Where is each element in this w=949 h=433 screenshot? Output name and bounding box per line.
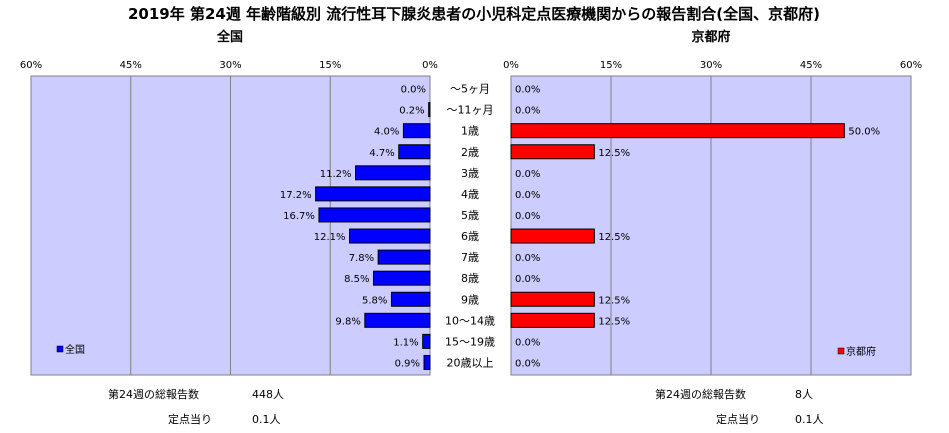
right-legend-label: 京都府	[846, 345, 876, 358]
age-category-label: 8歳	[461, 272, 479, 285]
left-bar	[377, 249, 431, 265]
right-bar-value-label: 0.0%	[515, 85, 540, 96]
age-category-label: ～11ヶ月	[447, 104, 494, 117]
age-category-label: 2歳	[461, 146, 479, 159]
left-tick-label: 60%	[20, 60, 42, 71]
left-bar	[402, 123, 431, 139]
age-category-label: 5歳	[461, 209, 479, 222]
right-bar-value-label: 0.0%	[515, 211, 540, 222]
left-bar	[355, 165, 431, 181]
left-bar-value-label: 0.9%	[395, 358, 420, 369]
left-tick-label: 45%	[120, 60, 142, 71]
right-legend-swatch	[837, 347, 845, 355]
left-bar	[318, 207, 431, 223]
right-bar-value-label: 50.0%	[848, 127, 880, 138]
age-category-label: 20歳以上	[447, 356, 494, 369]
left-bar-value-label: 8.5%	[344, 274, 369, 285]
right-bar-value-label: 12.5%	[598, 316, 630, 327]
age-category-label: 4歳	[461, 188, 479, 201]
right-bar	[510, 291, 595, 307]
right-tick-label: 60%	[900, 60, 922, 71]
left-bar-value-label: 5.8%	[362, 295, 387, 306]
left-tick-label: 0%	[422, 60, 438, 71]
right-tick-label: 0%	[503, 60, 519, 71]
left-bar-value-label: 11.2%	[320, 169, 352, 180]
age-category-label: 10～14歳	[445, 314, 495, 327]
right-tick-label: 45%	[800, 60, 822, 71]
left-bar	[372, 270, 431, 286]
right-total-value: 8人	[795, 388, 813, 401]
right-tick-label: 15%	[600, 60, 622, 71]
left-bar-value-label: 12.1%	[314, 232, 346, 243]
left-bar	[364, 312, 431, 328]
age-category-label: 7歳	[461, 251, 479, 264]
right-per-label: 定点当り	[716, 412, 760, 426]
right-total-label: 第24週の総報告数	[655, 387, 746, 401]
right-bar-value-label: 0.0%	[515, 106, 540, 117]
left-panel-title: 全国	[216, 29, 243, 45]
right-bar-value-label: 0.0%	[515, 253, 540, 264]
age-category-label: 15～19歳	[445, 335, 495, 348]
left-bar	[423, 354, 431, 370]
right-bar-value-label: 12.5%	[598, 148, 630, 159]
left-bar	[390, 291, 431, 307]
right-per-value: 0.1人	[795, 413, 824, 426]
left-total-value: 448人	[252, 388, 284, 401]
right-tick-label: 30%	[700, 60, 722, 71]
age-category-label: 9歳	[461, 293, 479, 306]
right-bar-value-label: 0.0%	[515, 274, 540, 285]
right-bar-value-label: 0.0%	[515, 169, 540, 180]
left-bar	[422, 333, 431, 349]
left-bar-value-label: 0.2%	[399, 106, 424, 117]
age-category-label: 1歳	[461, 125, 479, 138]
left-legend-swatch	[56, 345, 64, 353]
left-bar	[349, 228, 431, 244]
left-bar	[398, 144, 431, 160]
left-bar-value-label: 0.0%	[401, 85, 426, 96]
right-bar-value-label: 0.0%	[515, 358, 540, 369]
left-bar-value-label: 7.8%	[349, 253, 374, 264]
left-tick-label: 30%	[219, 60, 241, 71]
left-bar-value-label: 4.0%	[374, 127, 399, 138]
right-bar-value-label: 12.5%	[598, 232, 630, 243]
left-tick-label: 15%	[319, 60, 341, 71]
left-bar-value-label: 17.2%	[280, 190, 312, 201]
left-bar-value-label: 4.7%	[369, 148, 394, 159]
age-category-label: ～5ヶ月	[450, 83, 490, 96]
left-per-label: 定点当り	[168, 412, 212, 426]
right-bar-value-label: 12.5%	[598, 295, 630, 306]
chart-title: 2019年 第24週 年齢階級別 流行性耳下腺炎患者の小児科定点医療機関からの報…	[128, 5, 820, 23]
right-bar-value-label: 0.0%	[515, 190, 540, 201]
left-per-value: 0.1人	[252, 413, 281, 426]
right-bar	[510, 144, 595, 160]
left-legend-label: 全国	[65, 343, 85, 356]
left-bar	[428, 102, 431, 118]
left-total-label: 第24週の総報告数	[108, 387, 199, 401]
left-bar-value-label: 16.7%	[283, 211, 315, 222]
age-category-label: 6歳	[461, 230, 479, 243]
right-panel-title: 京都府	[691, 29, 730, 45]
left-bar-value-label: 1.1%	[393, 337, 418, 348]
right-bar	[510, 228, 595, 244]
right-bar	[510, 312, 595, 328]
right-bar	[510, 123, 845, 139]
age-category-label: 3歳	[461, 167, 479, 180]
left-bar	[315, 186, 431, 202]
left-bar-value-label: 9.8%	[335, 316, 360, 327]
right-bar-value-label: 0.0%	[515, 337, 540, 348]
